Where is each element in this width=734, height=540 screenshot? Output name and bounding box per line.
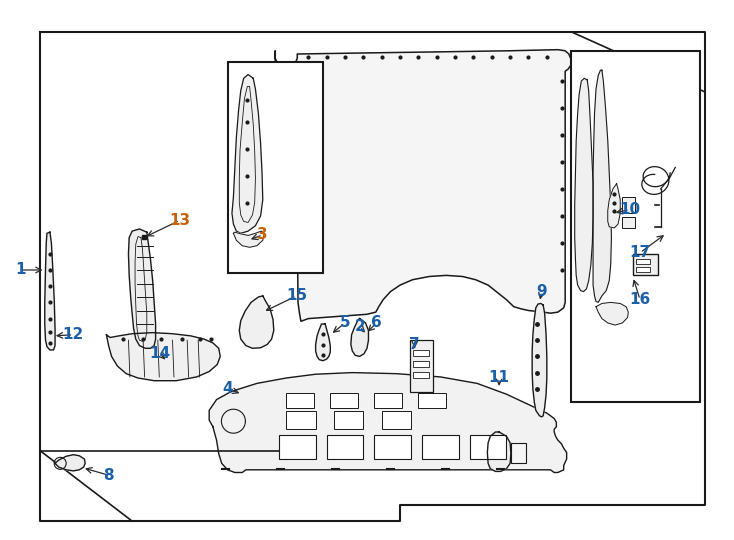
Bar (374, 435, 411, 459)
Text: 11: 11 (489, 370, 509, 386)
Text: 4: 4 (222, 381, 233, 396)
Polygon shape (239, 296, 274, 348)
Text: 1: 1 (15, 262, 26, 278)
Polygon shape (106, 333, 220, 381)
Text: 3: 3 (258, 227, 268, 242)
Bar (622, 197, 635, 213)
Bar (422, 435, 459, 459)
Polygon shape (575, 78, 593, 292)
Bar (410, 340, 433, 392)
Polygon shape (532, 303, 547, 417)
Text: 13: 13 (170, 213, 190, 228)
Polygon shape (232, 75, 263, 233)
Bar (228, 62, 323, 273)
Polygon shape (209, 373, 567, 472)
Bar (622, 217, 635, 228)
Polygon shape (351, 319, 368, 356)
Bar (334, 411, 363, 429)
Polygon shape (233, 231, 264, 247)
Polygon shape (608, 184, 620, 228)
Polygon shape (128, 229, 156, 348)
Text: 7: 7 (410, 337, 420, 352)
Bar (633, 254, 658, 275)
Bar (382, 411, 411, 429)
Text: 16: 16 (630, 292, 650, 307)
Text: 2: 2 (355, 319, 365, 334)
Text: 14: 14 (150, 346, 170, 361)
Polygon shape (55, 455, 85, 471)
Polygon shape (593, 70, 611, 302)
Bar (286, 393, 314, 408)
Bar (413, 361, 429, 367)
Bar (636, 267, 650, 272)
Text: 17: 17 (630, 245, 650, 260)
Bar (571, 51, 700, 402)
Bar (279, 435, 316, 459)
Polygon shape (40, 32, 705, 521)
Text: 5: 5 (340, 315, 350, 330)
Bar (374, 393, 402, 408)
Text: 9: 9 (537, 284, 547, 299)
Text: 6: 6 (371, 315, 382, 330)
Bar (286, 411, 316, 429)
Text: 10: 10 (619, 202, 640, 217)
Polygon shape (316, 324, 330, 361)
Polygon shape (487, 432, 511, 471)
Bar (327, 435, 363, 459)
Bar (636, 259, 650, 264)
Polygon shape (596, 302, 628, 325)
Text: 15: 15 (286, 288, 307, 303)
Bar (413, 350, 429, 356)
Text: 12: 12 (63, 327, 84, 342)
Text: 8: 8 (103, 468, 114, 483)
Polygon shape (275, 50, 571, 321)
Bar (413, 372, 429, 378)
Bar (418, 393, 446, 408)
Polygon shape (45, 232, 55, 350)
Bar (470, 435, 506, 459)
Bar (330, 393, 358, 408)
Bar (511, 443, 526, 463)
